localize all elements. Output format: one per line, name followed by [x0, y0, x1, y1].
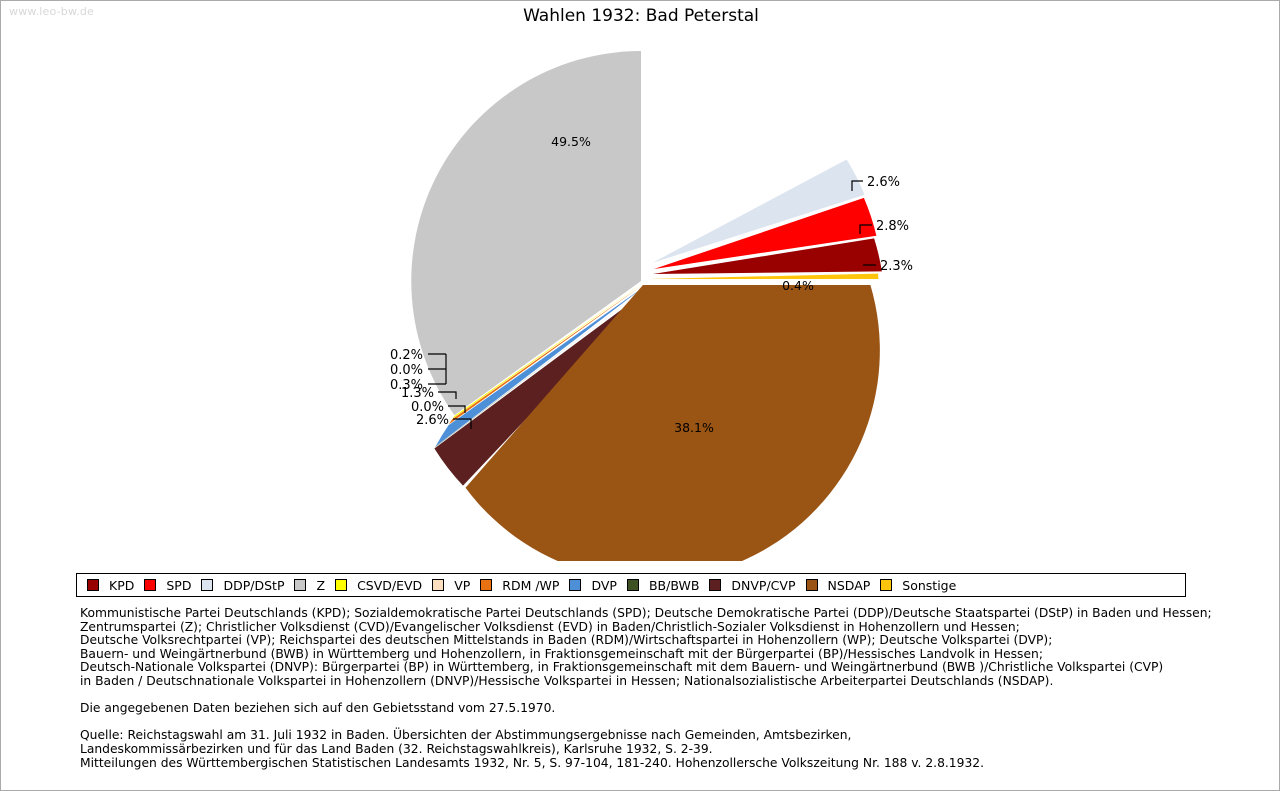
- legend-item-kpd[interactable]: KPD: [77, 578, 134, 593]
- legend-label-rdm-wp: RDM /WP: [502, 577, 560, 593]
- footnote-line-1: Kommunistische Partei Deutschlands (KPD)…: [80, 606, 1212, 620]
- pie-callout-label-ddp: 2.6%: [867, 175, 900, 190]
- pie-slice-spd[interactable]: [654, 197, 877, 269]
- callout-spd: 2.8%: [859, 219, 909, 234]
- legend-label-z: Z: [316, 577, 326, 593]
- legend-swatch-spd: [144, 579, 157, 591]
- footnote-line-4: Bauern- und Weingärtnerbund (BWB) in Wür…: [80, 646, 1043, 661]
- pie-slice-sonstige[interactable]: [649, 273, 879, 279]
- pie-label-sonstige: 0.4%: [782, 278, 814, 293]
- legend-swatch-dvp: [569, 579, 582, 591]
- legend-swatch-bb-bwb: [626, 579, 639, 591]
- legend-swatch-ddp-dstp: [201, 579, 214, 591]
- legend-item-rdm-wp[interactable]: RDM /WP: [470, 578, 559, 593]
- pie-slice-kpd[interactable]: [653, 238, 882, 274]
- legend-label-nsdap: NSDAP: [827, 577, 871, 593]
- legend-label-dvp: DVP: [591, 577, 617, 593]
- legend-item-vp[interactable]: VP: [422, 578, 470, 593]
- footnote-line-3: Deutsche Volksrechtpartei (VP); Reichspa…: [80, 633, 1053, 648]
- pie-slices: [411, 51, 882, 561]
- pie-callout-label-kpd: 2.3%: [880, 259, 913, 274]
- legend-item-sonstige[interactable]: Sonstige: [870, 578, 956, 593]
- legend-label-dnvp-cvp: DNVP/CVP: [731, 577, 796, 593]
- legend-item-dnvp-cvp[interactable]: DNVP/CVP: [699, 577, 796, 593]
- legend-item-nsdap[interactable]: NSDAP: [796, 577, 871, 593]
- site-watermark: www.leo-bw.de: [9, 5, 95, 18]
- legend-swatch-nsdap: [805, 579, 818, 591]
- legend-item-z[interactable]: Z: [284, 578, 325, 593]
- legend-swatch-sonstige: [880, 579, 893, 591]
- pie-callout-label-dnvp: 2.6%: [416, 413, 449, 428]
- page-title: Wahlen 1932: Bad Peterstal: [523, 6, 759, 26]
- legend-item-bb-bwb[interactable]: BB/BWB: [617, 578, 699, 593]
- territory-note: Die angegebenen Daten beziehen sich auf …: [80, 701, 556, 716]
- pie-slice-vp[interactable]: [452, 283, 643, 420]
- callout-dnvp-cvp: 2.6%: [416, 413, 472, 429]
- footnote-line-2: Zentrumspartei (Z); Christlicher Volksdi…: [80, 619, 1020, 634]
- legend-swatch-z: [294, 579, 307, 591]
- pie-slice-nsdap[interactable]: [465, 285, 880, 561]
- pie-slice-dnvp-cvp[interactable]: [434, 290, 648, 486]
- pie-label-nsdap: 38.1%: [674, 420, 714, 435]
- legend-swatch-rdm-wp: [480, 579, 493, 591]
- legend-label-csvd-evd: CSVD/EVD: [357, 577, 423, 593]
- pie-slice-z[interactable]: [411, 51, 641, 416]
- pie-callout-label-rdm: 0.3%: [390, 378, 423, 393]
- legend-swatch-dnvp-cvp: [709, 579, 722, 591]
- pie-callout-label-spd: 2.8%: [876, 219, 909, 234]
- pie-chart-svg: 49.5% 38.1% 0.4% 2.6% 2.8% 2.3% 0.2%: [390, 51, 913, 561]
- pie-label-z: 49.5%: [551, 134, 591, 149]
- source-line-3: Mitteilungen des Württembergischen Stati…: [80, 755, 985, 770]
- pie-callout-label-vp: 0.0%: [390, 363, 423, 378]
- footnote-gap-1: [80, 689, 1230, 703]
- footnote-line-6: in Baden / Deutschnationale Volkspartei …: [80, 673, 1054, 688]
- footnotes: Kommunistische Partei Deutschlands (KPD)…: [80, 606, 1230, 770]
- callout-ddp-dstp: 2.6%: [851, 175, 900, 191]
- legend-label-bb-bwb: BB/BWB: [648, 577, 700, 593]
- pie-slice-dvp[interactable]: [435, 286, 645, 447]
- pie-callout-label-csvd: 0.2%: [390, 348, 423, 363]
- pie-callout-label-bbbwb: 0.0%: [411, 400, 444, 415]
- callout-vp: 0.0%: [390, 363, 446, 378]
- source-line-1: Quelle: Reichstagswahl am 31. Juli 1932 …: [80, 728, 852, 743]
- callout-bb-bwb: 0.0%: [411, 400, 466, 415]
- legend-item-ddp-dstp[interactable]: DDP/DStP: [191, 578, 284, 593]
- pie-slice-ddp-dstp[interactable]: [652, 159, 865, 264]
- pie-slice-bb-bwb[interactable]: [435, 288, 646, 448]
- legend-label-sonstige: Sonstige: [902, 577, 957, 593]
- callout-kpd: 2.3%: [863, 259, 913, 274]
- legend-item-csvd-evd[interactable]: CSVD/EVD: [325, 578, 422, 593]
- chart-legend: KPD SPD DDP/DStP Z CSVD/EVD VP RDM /WP: [76, 573, 1186, 597]
- source-line-2: Landeskommissärbezirken und für das Land…: [80, 741, 713, 756]
- legend-swatch-vp: [432, 579, 445, 591]
- callout-dvp: 1.3%: [401, 386, 457, 401]
- callout-rdm-wp: 0.3%: [390, 378, 446, 393]
- legend-label-kpd: KPD: [109, 577, 135, 593]
- legend-label-ddp-dstp: DDP/DStP: [223, 577, 285, 593]
- legend-swatch-kpd: [87, 579, 99, 591]
- pie-slice-rdm-wp[interactable]: [449, 284, 644, 425]
- legend-label-spd: SPD: [166, 577, 192, 593]
- pie-callout-label-dvp: 1.3%: [401, 386, 434, 401]
- legend-swatch-csvd-evd: [335, 579, 348, 591]
- legend-label-vp: VP: [454, 577, 471, 593]
- pie-chart-area: 49.5% 38.1% 0.4% 2.6% 2.8% 2.3% 0.2%: [1, 31, 1279, 561]
- legend-item-spd[interactable]: SPD: [134, 578, 191, 593]
- legend-item-dvp[interactable]: DVP: [559, 578, 617, 593]
- footnote-line-5: Deutsch-Nationale Volkspartei (DNVP): Bü…: [80, 660, 1164, 675]
